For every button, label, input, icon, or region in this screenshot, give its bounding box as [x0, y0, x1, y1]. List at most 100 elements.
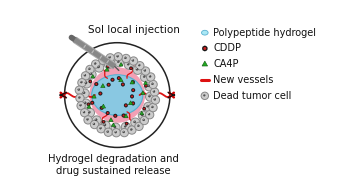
Polygon shape: [124, 114, 128, 118]
Circle shape: [147, 85, 150, 87]
Circle shape: [98, 92, 102, 95]
Circle shape: [80, 104, 82, 106]
Circle shape: [107, 84, 110, 86]
Circle shape: [85, 82, 86, 83]
Circle shape: [101, 121, 110, 130]
Circle shape: [94, 62, 96, 64]
Text: Hydrogel degradation and
drug sustained release: Hydrogel degradation and drug sustained …: [48, 154, 179, 176]
Circle shape: [146, 92, 155, 101]
Circle shape: [82, 79, 91, 88]
Circle shape: [122, 83, 124, 85]
Circle shape: [131, 95, 133, 98]
Circle shape: [80, 81, 82, 83]
Circle shape: [143, 75, 145, 78]
Circle shape: [148, 113, 149, 114]
Circle shape: [90, 120, 99, 129]
Circle shape: [101, 59, 103, 61]
Polygon shape: [140, 111, 144, 115]
Circle shape: [89, 80, 92, 83]
Circle shape: [88, 68, 89, 69]
Circle shape: [140, 116, 149, 125]
Circle shape: [124, 57, 126, 59]
Circle shape: [149, 103, 157, 112]
Circle shape: [203, 47, 206, 50]
Polygon shape: [202, 61, 208, 66]
Circle shape: [150, 88, 159, 96]
Circle shape: [114, 115, 116, 117]
Circle shape: [114, 126, 116, 128]
Circle shape: [78, 96, 80, 98]
Circle shape: [117, 60, 119, 63]
Circle shape: [107, 62, 109, 64]
Circle shape: [98, 56, 107, 64]
Circle shape: [87, 103, 90, 106]
Circle shape: [127, 63, 129, 65]
Circle shape: [101, 107, 103, 109]
Circle shape: [131, 118, 140, 127]
Circle shape: [111, 78, 114, 82]
Circle shape: [148, 95, 149, 96]
Polygon shape: [128, 101, 133, 105]
Circle shape: [151, 83, 153, 84]
Circle shape: [75, 86, 83, 94]
Polygon shape: [119, 78, 123, 82]
Circle shape: [106, 65, 110, 68]
Circle shape: [117, 60, 118, 61]
Circle shape: [131, 101, 135, 105]
Circle shape: [86, 65, 94, 74]
Circle shape: [145, 85, 147, 87]
Circle shape: [107, 131, 109, 133]
Circle shape: [88, 103, 89, 105]
Text: CDDP: CDDP: [213, 43, 242, 53]
Circle shape: [112, 129, 120, 137]
Polygon shape: [87, 105, 91, 108]
Circle shape: [87, 118, 88, 119]
Circle shape: [104, 60, 113, 69]
Circle shape: [86, 108, 95, 117]
Circle shape: [83, 111, 84, 112]
Circle shape: [117, 55, 119, 57]
Circle shape: [133, 121, 136, 123]
Circle shape: [93, 123, 94, 124]
Circle shape: [99, 127, 102, 129]
Circle shape: [92, 116, 101, 125]
Circle shape: [90, 73, 91, 74]
Circle shape: [129, 67, 133, 70]
Circle shape: [97, 125, 105, 133]
Circle shape: [132, 81, 134, 83]
Circle shape: [130, 94, 134, 98]
Circle shape: [124, 104, 128, 107]
Circle shape: [114, 126, 115, 127]
Circle shape: [80, 81, 81, 82]
Circle shape: [109, 56, 110, 57]
Polygon shape: [130, 80, 134, 84]
Circle shape: [123, 131, 124, 132]
Circle shape: [117, 76, 121, 80]
Circle shape: [95, 119, 97, 121]
Circle shape: [124, 60, 133, 69]
Circle shape: [95, 83, 97, 85]
Circle shape: [109, 56, 111, 58]
Circle shape: [142, 107, 146, 110]
Circle shape: [131, 88, 135, 92]
Circle shape: [80, 89, 89, 98]
Circle shape: [95, 63, 104, 72]
Circle shape: [99, 92, 101, 94]
Circle shape: [125, 104, 127, 106]
Circle shape: [91, 60, 100, 68]
Circle shape: [93, 123, 95, 125]
Circle shape: [151, 83, 154, 85]
Circle shape: [124, 125, 125, 126]
Circle shape: [83, 91, 84, 93]
Circle shape: [148, 84, 149, 86]
Circle shape: [117, 55, 118, 56]
Circle shape: [203, 94, 205, 96]
Circle shape: [132, 59, 133, 60]
Circle shape: [122, 115, 125, 117]
Text: Polypeptide hydrogel: Polypeptide hydrogel: [213, 28, 316, 38]
Circle shape: [129, 57, 138, 65]
Circle shape: [203, 94, 205, 95]
Circle shape: [136, 68, 138, 70]
Polygon shape: [91, 74, 95, 78]
Circle shape: [149, 80, 157, 89]
